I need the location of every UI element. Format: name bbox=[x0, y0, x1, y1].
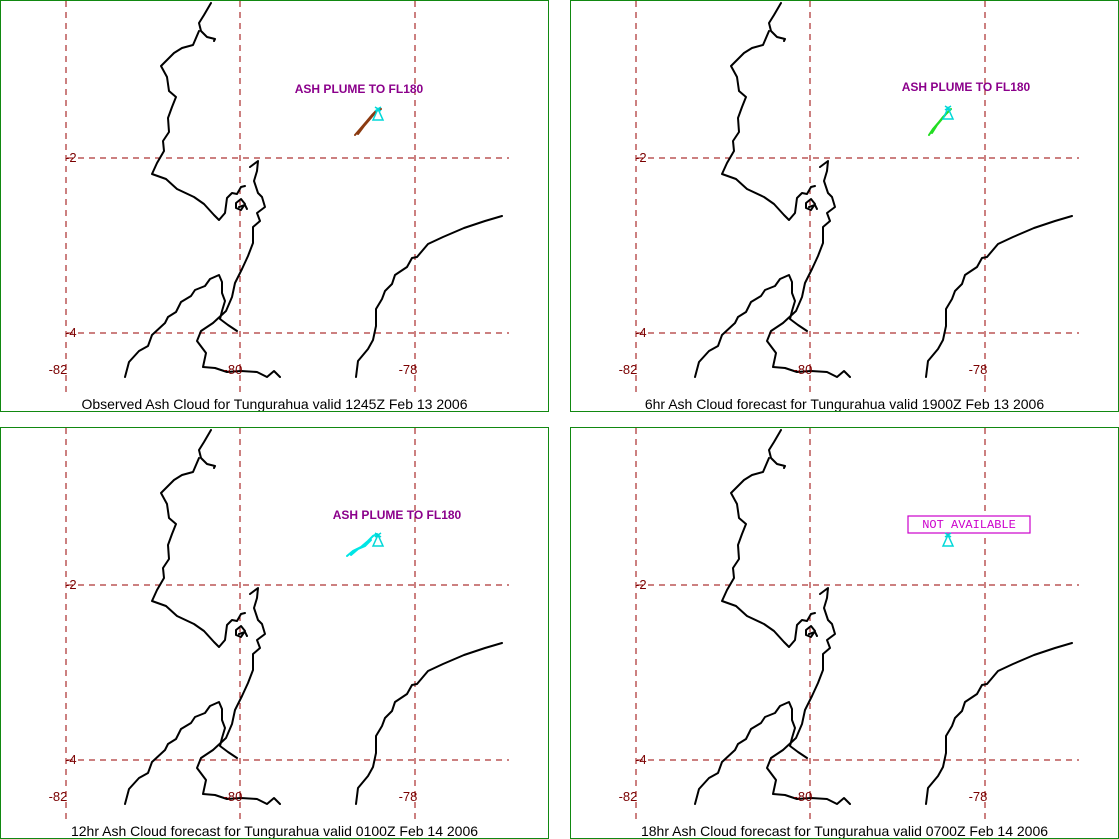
graticule bbox=[65, 1, 509, 394]
coastline-island bbox=[235, 625, 248, 638]
coastline-island bbox=[805, 198, 818, 211]
lat-tick-2: -2 bbox=[635, 150, 647, 165]
coastline-inland-south bbox=[925, 642, 1073, 805]
coastline-south bbox=[694, 274, 808, 378]
lon-tick-80: -80 bbox=[794, 789, 813, 804]
coastline-north bbox=[151, 429, 246, 648]
ash-plume bbox=[928, 108, 952, 136]
ash-plume-label: ASH PLUME TO FL180 bbox=[295, 82, 424, 96]
map-canvas: -2 -4 -82 -80 -78 NOT AVAILABLE bbox=[619, 428, 1079, 821]
map-panel-3: -2 -4 -82 -80 -78 ASH PLUME TO FL180 12h… bbox=[0, 427, 549, 839]
not-available-box: NOT AVAILABLE bbox=[907, 515, 1031, 534]
panel-caption: 6hr Ash Cloud forecast for Tungurahua va… bbox=[644, 396, 1045, 412]
not-available-label: NOT AVAILABLE bbox=[922, 518, 1016, 532]
panel-caption: Observed Ash Cloud for Tungurahua valid … bbox=[81, 396, 468, 412]
coastline-gulf bbox=[766, 587, 851, 805]
lat-tick-4: -4 bbox=[635, 325, 647, 340]
lon-tick-80: -80 bbox=[224, 362, 243, 377]
coastline-gulf bbox=[196, 160, 281, 378]
lat-tick-2: -2 bbox=[635, 577, 647, 592]
coastline bbox=[694, 429, 1073, 805]
lon-tick-78: -78 bbox=[399, 362, 418, 377]
lat-tick-4: -4 bbox=[65, 325, 77, 340]
lon-tick-80: -80 bbox=[794, 362, 813, 377]
coastline-inland-south bbox=[355, 642, 503, 805]
ash-overlay: ASH PLUME TO FL180 bbox=[295, 82, 424, 136]
map-canvas: -2 -4 -82 -80 -78 ASH PLUME TO FL180 bbox=[49, 428, 509, 821]
panel-caption: 12hr Ash Cloud forecast for Tungurahua v… bbox=[70, 823, 479, 839]
volcano-marker-icon bbox=[941, 532, 955, 547]
volcano-marker-icon bbox=[941, 105, 955, 120]
coastline-south bbox=[124, 701, 238, 805]
coastline-south bbox=[124, 274, 238, 378]
lat-tick-2: -2 bbox=[65, 577, 77, 592]
ash-overlay: NOT AVAILABLE bbox=[907, 515, 1031, 547]
coastline bbox=[124, 2, 503, 378]
lon-tick-82: -82 bbox=[619, 789, 638, 804]
ash-overlay: ASH PLUME TO FL180 bbox=[902, 80, 1031, 136]
ash-plume-label: ASH PLUME TO FL180 bbox=[333, 508, 462, 522]
lon-tick-78: -78 bbox=[969, 362, 988, 377]
coastline-north bbox=[721, 2, 816, 221]
map-panel-1: -2 -4 -82 -80 -78 ASH PLUME TO FL180 Obs… bbox=[0, 0, 549, 412]
lon-tick-82: -82 bbox=[49, 362, 68, 377]
map-canvas: -2 -4 -82 -80 -78 ASH PLUME TO FL180 bbox=[619, 1, 1079, 394]
coastline bbox=[124, 429, 503, 805]
graticule bbox=[635, 1, 1079, 394]
lat-tick-4: -4 bbox=[65, 752, 77, 767]
lon-tick-78: -78 bbox=[969, 789, 988, 804]
lon-tick-80: -80 bbox=[224, 789, 243, 804]
lat-tick-2: -2 bbox=[65, 150, 77, 165]
coastline bbox=[694, 2, 1073, 378]
graticule bbox=[635, 428, 1079, 821]
map-canvas: -2 -4 -82 -80 -78 ASH PLUME TO FL180 bbox=[49, 1, 509, 394]
ash-plume bbox=[346, 533, 378, 557]
coastline-gulf bbox=[196, 587, 281, 805]
coastline-island bbox=[235, 198, 248, 211]
coastline-north bbox=[721, 429, 816, 648]
coastline-inland-south bbox=[925, 215, 1073, 378]
not-available-frame bbox=[907, 515, 1031, 534]
coastline-island bbox=[805, 625, 818, 638]
coastline-gulf bbox=[766, 160, 851, 378]
lat-tick-4: -4 bbox=[635, 752, 647, 767]
map-panel-2: -2 -4 -82 -80 -78 ASH PLUME TO FL180 6hr… bbox=[570, 0, 1119, 412]
ash-plume bbox=[354, 108, 382, 136]
coastline-south bbox=[694, 701, 808, 805]
coastline-north bbox=[151, 2, 246, 221]
lon-tick-82: -82 bbox=[49, 789, 68, 804]
ash-plume-label: ASH PLUME TO FL180 bbox=[902, 80, 1031, 94]
volcano-marker-icon bbox=[371, 532, 385, 547]
ash-overlay: ASH PLUME TO FL180 bbox=[333, 508, 462, 557]
coastline-inland-south bbox=[355, 215, 503, 378]
panel-caption: 18hr Ash Cloud forecast for Tungurahua v… bbox=[640, 823, 1049, 839]
volcano-marker-icon bbox=[371, 106, 385, 121]
lon-tick-78: -78 bbox=[399, 789, 418, 804]
graticule bbox=[65, 428, 509, 821]
lon-tick-82: -82 bbox=[619, 362, 638, 377]
map-panel-4: -2 -4 -82 -80 -78 NOT AVAILABLE 18hr Ash… bbox=[570, 427, 1119, 839]
